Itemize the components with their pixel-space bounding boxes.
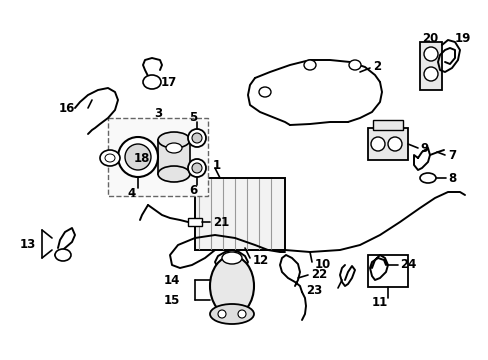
Text: 21: 21 [213,216,229,229]
Text: 24: 24 [399,258,415,271]
Text: 8: 8 [447,171,455,185]
Ellipse shape [370,137,384,151]
Bar [187,218,202,226]
Bar [367,255,407,287]
Ellipse shape [423,67,437,81]
Ellipse shape [209,256,253,316]
Text: 18: 18 [134,152,150,165]
Bar [108,118,207,196]
Text: 14: 14 [163,274,180,288]
Ellipse shape [238,310,245,318]
Text: 2: 2 [372,59,380,72]
Bar [419,42,441,90]
Text: 6: 6 [188,184,197,197]
Text: 3: 3 [154,107,162,120]
Bar [367,128,407,160]
Ellipse shape [423,47,437,61]
Text: 15: 15 [163,293,180,306]
Ellipse shape [118,137,158,177]
Ellipse shape [142,75,161,89]
Bar [195,178,285,250]
Text: 13: 13 [20,238,36,251]
Ellipse shape [158,132,190,148]
Bar [372,120,402,130]
Text: 9: 9 [419,141,427,154]
Ellipse shape [387,137,401,151]
Text: 4: 4 [128,186,136,199]
Ellipse shape [158,166,190,182]
Ellipse shape [259,87,270,97]
Bar [158,140,190,174]
Text: 5: 5 [188,111,197,123]
Ellipse shape [187,129,205,147]
Ellipse shape [125,144,151,170]
Text: 12: 12 [252,255,269,267]
Ellipse shape [192,163,202,173]
Text: 20: 20 [421,32,437,45]
Ellipse shape [55,249,71,261]
Ellipse shape [304,60,315,70]
Ellipse shape [165,143,182,153]
Text: 11: 11 [371,296,387,309]
Text: 1: 1 [212,158,221,171]
Ellipse shape [218,310,225,318]
Ellipse shape [187,159,205,177]
Text: 7: 7 [447,149,455,162]
Text: 19: 19 [454,32,470,45]
Text: 10: 10 [314,258,330,271]
Text: 22: 22 [310,269,326,282]
Text: 23: 23 [305,284,321,297]
Ellipse shape [192,133,202,143]
Text: 17: 17 [161,76,177,89]
Ellipse shape [105,154,115,162]
Text: 16: 16 [59,102,75,114]
Ellipse shape [348,60,360,70]
Ellipse shape [100,150,120,166]
Ellipse shape [419,173,435,183]
Ellipse shape [222,252,242,264]
Ellipse shape [209,304,253,324]
